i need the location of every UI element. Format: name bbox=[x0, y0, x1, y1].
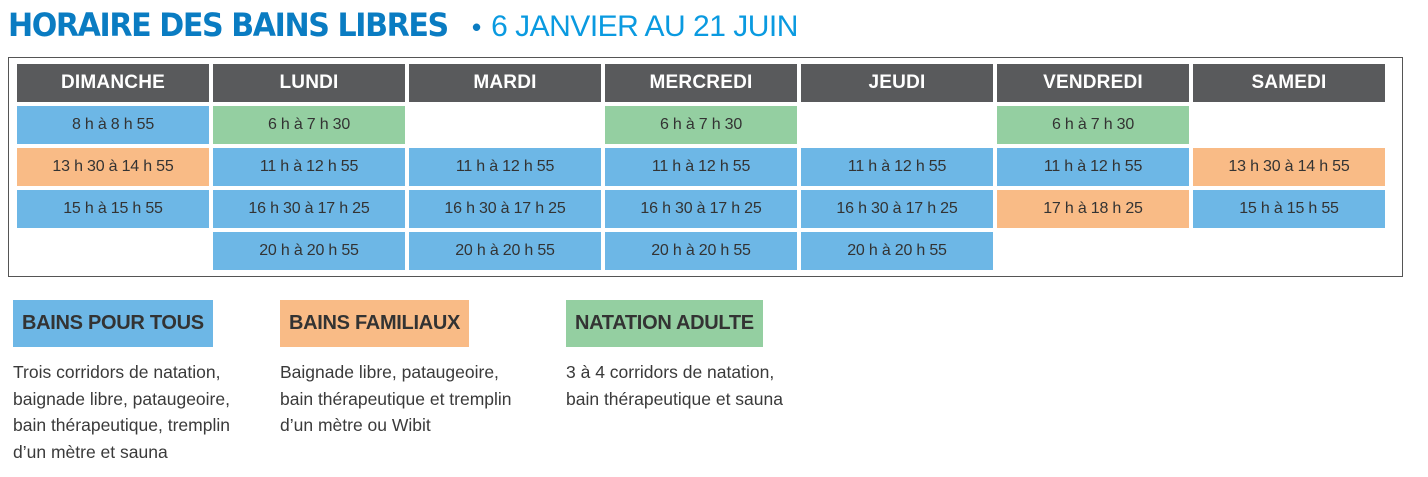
page-title: HORAIRE DES BAINS LIBRES • 6 JANVIER AU … bbox=[8, 6, 798, 52]
schedule-cell-blue: 16 h 30 à 17 h 25 bbox=[409, 190, 601, 228]
schedule-cell-blue: 11 h à 12 h 55 bbox=[213, 148, 405, 186]
day-header: MARDI bbox=[409, 64, 601, 102]
schedule-cell-empty bbox=[409, 106, 601, 144]
day-header: SAMEDI bbox=[1193, 64, 1385, 102]
day-header: DIMANCHE bbox=[17, 64, 209, 102]
schedule-table: DIMANCHE LUNDI MARDI MERCREDI JEUDI VENDREDI S… bbox=[17, 64, 1385, 270]
schedule-cell-blue: 20 h à 20 h 55 bbox=[213, 232, 405, 270]
schedule-cell-blue: 16 h 30 à 17 h 25 bbox=[213, 190, 405, 228]
schedule-cell-green: 6 h à 7 h 30 bbox=[213, 106, 405, 144]
day-header: LUNDI bbox=[213, 64, 405, 102]
schedule-cell-green: 6 h à 7 h 30 bbox=[997, 106, 1189, 144]
title-subtitle: 6 JANVIER AU 21 JUIN bbox=[491, 10, 798, 43]
legend-badge: BAINS POUR TOUS bbox=[13, 300, 213, 347]
day-header: VENDREDI bbox=[997, 64, 1189, 102]
schedule-cell-empty bbox=[17, 232, 209, 270]
legend-natation-adulte: NATATION ADULTE 3 à 4 corridors de natat… bbox=[566, 300, 783, 412]
schedule-cell-orange: 13 h 30 à 14 h 55 bbox=[1193, 148, 1385, 186]
title-separator: • bbox=[472, 12, 482, 42]
schedule-cell-empty bbox=[997, 232, 1189, 270]
schedule-cell-blue: 8 h à 8 h 55 bbox=[17, 106, 209, 144]
schedule-cell-empty bbox=[1193, 106, 1385, 144]
title-main: HORAIRE DES BAINS LIBRES bbox=[8, 6, 449, 44]
legend-badge: BAINS FAMILIAUX bbox=[280, 300, 470, 347]
schedule-cell-blue: 15 h à 15 h 55 bbox=[1193, 190, 1385, 228]
schedule-cell-empty bbox=[801, 106, 993, 144]
legend-bains-pour-tous: BAINS POUR TOUS Trois corridors de natat… bbox=[13, 300, 230, 465]
schedule-cell-blue: 11 h à 12 h 55 bbox=[801, 148, 993, 186]
schedule-cell-blue: 16 h 30 à 17 h 25 bbox=[801, 190, 993, 228]
schedule-cell-blue: 20 h à 20 h 55 bbox=[605, 232, 797, 270]
day-header: MERCREDI bbox=[605, 64, 797, 102]
schedule-cell-empty bbox=[1193, 232, 1385, 270]
schedule-cell-blue: 20 h à 20 h 55 bbox=[801, 232, 993, 270]
legend-bains-familiaux: BAINS FAMILIAUX Baignade libre, pataugeo… bbox=[280, 300, 512, 439]
legend-description: Trois corridors de natation, baignade li… bbox=[13, 362, 230, 462]
schedule-cell-green: 6 h à 7 h 30 bbox=[605, 106, 797, 144]
schedule-cell-blue: 11 h à 12 h 55 bbox=[605, 148, 797, 186]
legend-badge: NATATION ADULTE bbox=[566, 300, 763, 347]
schedule-cell-blue: 16 h 30 à 17 h 25 bbox=[605, 190, 797, 228]
schedule-cell-blue: 20 h à 20 h 55 bbox=[409, 232, 601, 270]
schedule-cell-blue: 11 h à 12 h 55 bbox=[997, 148, 1189, 186]
schedule-cell-orange: 17 h à 18 h 25 bbox=[997, 190, 1189, 228]
schedule-cell-orange: 13 h 30 à 14 h 55 bbox=[17, 148, 209, 186]
day-header: JEUDI bbox=[801, 64, 993, 102]
legend-description: Baignade libre, pataugeoire, bain thérap… bbox=[280, 362, 512, 435]
schedule-cell-blue: 15 h à 15 h 55 bbox=[17, 190, 209, 228]
schedule-cell-blue: 11 h à 12 h 55 bbox=[409, 148, 601, 186]
legend-description: 3 à 4 corridors de natation, bain thérap… bbox=[566, 362, 783, 409]
